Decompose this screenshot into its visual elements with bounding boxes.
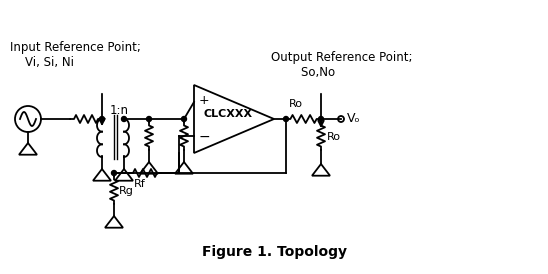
Text: CLCXXX: CLCXXX: [203, 109, 252, 119]
Text: Figure 1. Topology: Figure 1. Topology: [202, 245, 346, 259]
Text: Rg: Rg: [119, 186, 134, 196]
Polygon shape: [194, 85, 274, 153]
Circle shape: [122, 116, 127, 121]
Circle shape: [283, 116, 288, 121]
Circle shape: [111, 170, 117, 176]
Text: −: −: [198, 130, 210, 144]
Circle shape: [146, 116, 151, 121]
Text: Rf: Rf: [134, 179, 146, 189]
Text: Vₒ: Vₒ: [347, 113, 361, 125]
Circle shape: [181, 116, 186, 121]
Text: +: +: [199, 95, 209, 107]
Text: Ro: Ro: [289, 99, 303, 109]
Text: 1:n: 1:n: [110, 104, 129, 118]
Text: Ro: Ro: [327, 132, 341, 142]
Circle shape: [318, 116, 323, 121]
Text: Output Reference Point;
        So,No: Output Reference Point; So,No: [271, 51, 413, 79]
Text: Input Reference Point;
    Vi, Si, Ni: Input Reference Point; Vi, Si, Ni: [10, 41, 141, 69]
Circle shape: [100, 116, 105, 121]
